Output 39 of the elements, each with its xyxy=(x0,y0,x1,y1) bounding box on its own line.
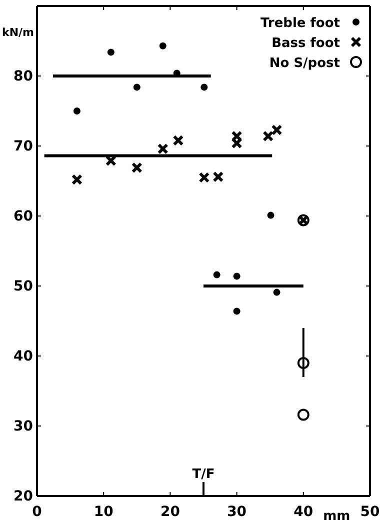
y-tick-label: 40 xyxy=(14,348,34,364)
point xyxy=(198,172,210,183)
y-tick-label: 30 xyxy=(14,418,34,434)
point xyxy=(297,357,310,369)
x-tick-label: 20 xyxy=(160,504,180,520)
point xyxy=(133,84,140,91)
x-tick-label: 0 xyxy=(32,504,42,520)
point xyxy=(73,108,80,114)
point xyxy=(267,212,274,219)
annotation: T/F xyxy=(192,467,215,482)
point xyxy=(212,171,224,182)
point xyxy=(200,84,208,91)
point xyxy=(233,308,240,315)
point xyxy=(213,271,220,278)
point xyxy=(273,288,280,296)
point xyxy=(172,134,184,146)
x-tick-label: 50 xyxy=(360,504,380,520)
y-tick-label: 20 xyxy=(14,488,34,504)
y-tick-label: 60 xyxy=(14,208,34,224)
point xyxy=(157,143,168,154)
y-tick-label: 80 xyxy=(14,68,34,84)
x-tick-label: 40 xyxy=(294,504,314,520)
x-tick-label: 30 xyxy=(227,504,247,520)
point xyxy=(131,162,142,174)
point xyxy=(71,174,82,186)
point xyxy=(107,48,114,56)
y-tick-label: 50 xyxy=(14,278,34,294)
point xyxy=(233,272,240,280)
legend-label: Treble foot xyxy=(260,16,340,31)
point xyxy=(297,408,310,421)
x-tick-label: 10 xyxy=(94,504,114,520)
point xyxy=(262,130,274,142)
y-axis-title: kN/m xyxy=(2,26,34,39)
point xyxy=(271,124,282,136)
legend-label: No S/post xyxy=(269,56,340,71)
y-tick-label: 70 xyxy=(14,138,34,154)
point xyxy=(159,42,166,50)
x-axis-title: mm xyxy=(323,509,350,524)
legend-label: Bass foot xyxy=(272,36,340,51)
